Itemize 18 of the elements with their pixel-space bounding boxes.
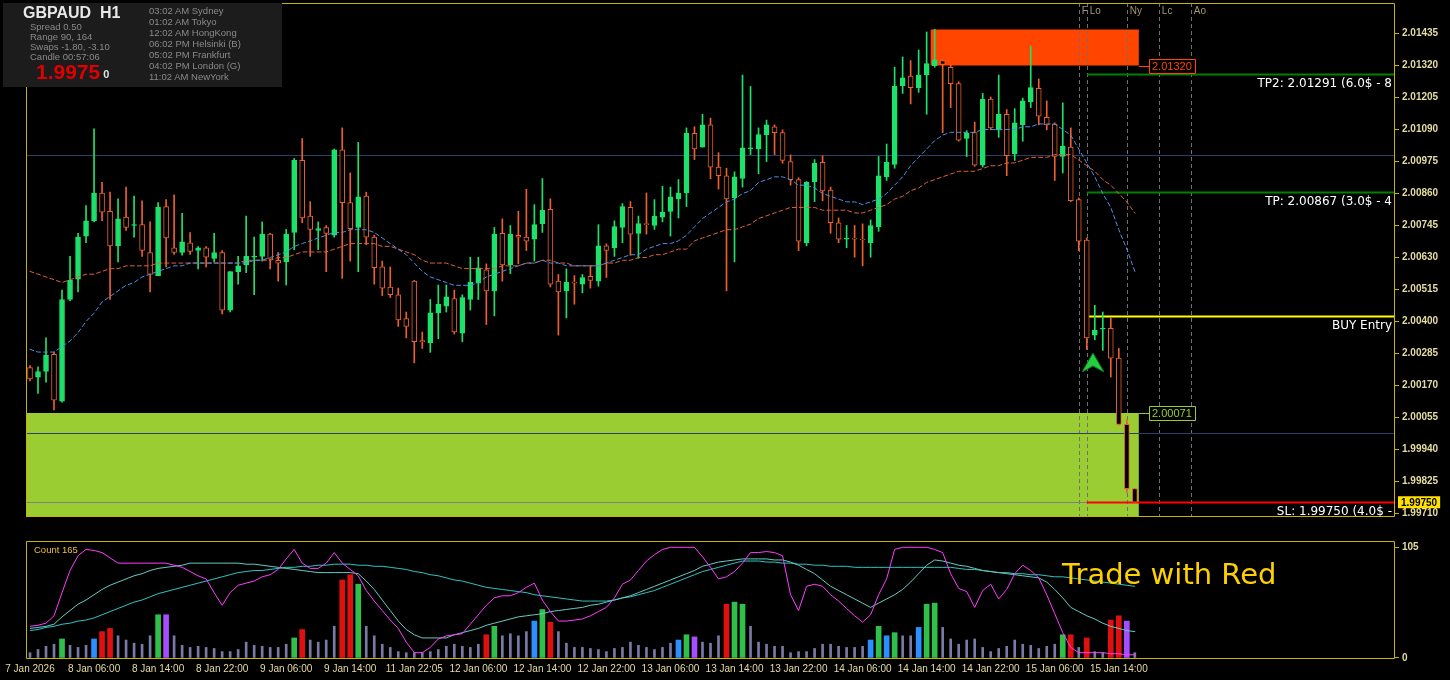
x-tick-label: 8 Jan 22:00 [196, 662, 249, 674]
x-tick-label: 9 Jan 14:00 [324, 662, 377, 674]
x-tick-label: 13 Jan 06:00 [641, 662, 700, 674]
x-tick-label: 15 Jan 06:00 [1025, 662, 1085, 674]
x-tick-label: 15 Jan 14:00 [1089, 662, 1149, 674]
x-tick-label: 8 Jan 14:00 [131, 662, 185, 674]
x-tick-label: 12 Jan 22:00 [577, 662, 636, 674]
x-tick-label: 13 Jan 14:00 [705, 662, 764, 674]
x-tick-label: 11 Jan 22:05 [385, 662, 444, 674]
x-tick-label: 12 Jan 14:00 [513, 662, 572, 674]
x-tick-label: 8 Jan 06:00 [67, 662, 121, 674]
x-tick-label: 9 Jan 06:00 [260, 662, 313, 674]
x-tick-label: 13 Jan 22:00 [769, 662, 828, 674]
x-tick-label: 12 Jan 06:00 [449, 662, 508, 674]
x-tick-label: 14 Jan 14:00 [897, 662, 957, 674]
x-tick-label: 7 Jan 2026 [5, 662, 56, 674]
x-tick-label: 14 Jan 06:00 [833, 662, 892, 674]
x-tick-label: 14 Jan 22:00 [961, 662, 1021, 674]
